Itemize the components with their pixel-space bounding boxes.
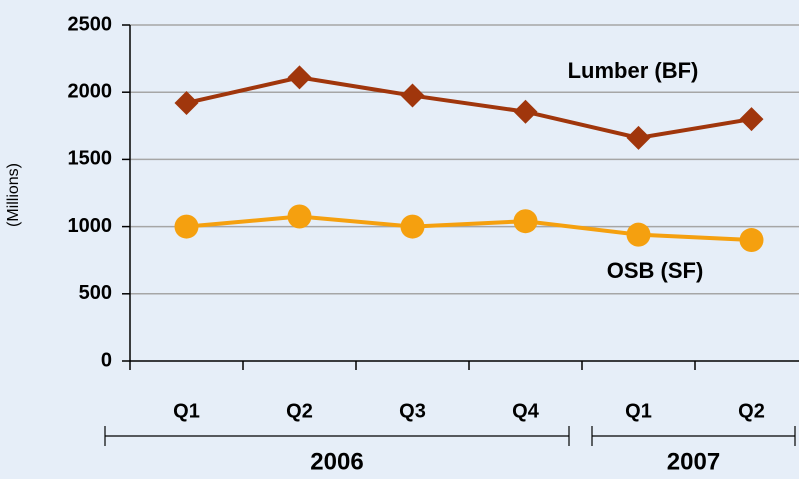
group-label: 2006 — [310, 448, 363, 475]
marker — [174, 90, 199, 115]
series-line — [186, 75, 752, 140]
x-tick-label: Q1 — [625, 400, 652, 422]
x-tick-label: Q3 — [399, 400, 426, 422]
y-tick-label: 500 — [79, 282, 112, 304]
x-tick-label: Q1 — [173, 400, 200, 422]
marker — [513, 99, 538, 124]
marker — [287, 65, 312, 90]
marker — [287, 204, 312, 229]
series-label: OSB (SF) — [607, 258, 704, 283]
y-tick-label: 2500 — [68, 13, 113, 35]
y-tick-label: 1500 — [68, 148, 113, 170]
marker — [626, 125, 651, 150]
y-tick-label: 1000 — [68, 215, 113, 237]
group-label: 2007 — [667, 448, 720, 475]
y-tick-label: 2000 — [68, 80, 113, 102]
series-line — [186, 214, 752, 243]
series-label: Lumber (BF) — [568, 58, 699, 83]
marker — [739, 228, 764, 253]
x-tick-label: Q2 — [286, 400, 313, 422]
marker — [739, 107, 764, 132]
marker — [400, 214, 425, 239]
y-axis-label: (Millions) — [5, 163, 22, 227]
x-tick-label: Q4 — [512, 400, 540, 422]
marker — [174, 214, 199, 239]
marker — [626, 222, 651, 247]
marker — [513, 209, 538, 234]
x-tick-label: Q2 — [738, 400, 765, 422]
marker — [400, 83, 425, 108]
y-tick-label: 0 — [101, 349, 112, 371]
